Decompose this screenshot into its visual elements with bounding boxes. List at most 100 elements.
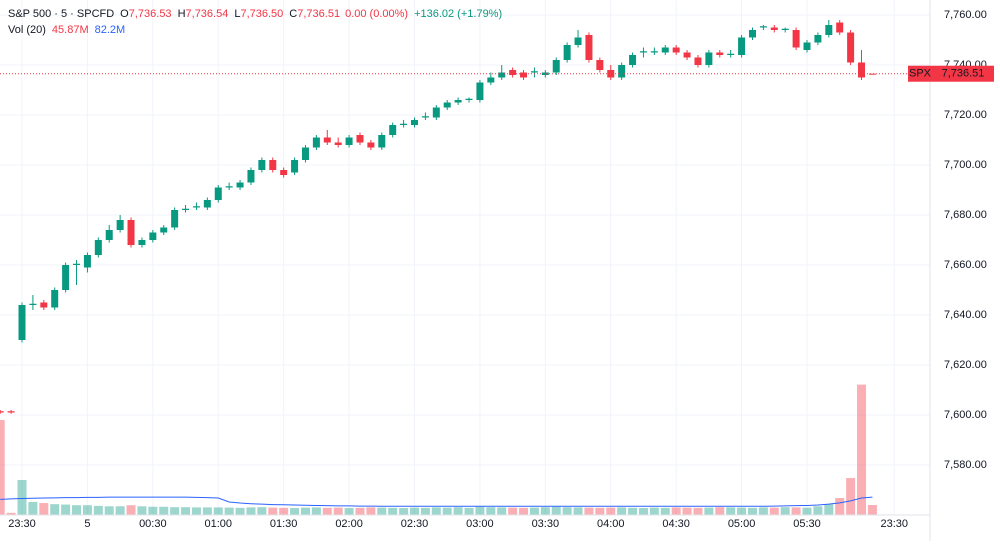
- candle-body: [596, 60, 604, 70]
- candle-body: [443, 102, 451, 108]
- volume-bar: [737, 507, 747, 515]
- y-tick-label: 7,680.00: [944, 209, 987, 221]
- candle-body: [51, 290, 59, 308]
- ohlc-value: 7,736.51: [297, 8, 340, 20]
- candle-body: [127, 220, 135, 245]
- volume-bar: [453, 507, 463, 515]
- candle-body: [541, 72, 549, 75]
- candle-body: [280, 170, 288, 175]
- candle-body: [73, 263, 81, 265]
- legend-line: S&P 500 · 5 · SPCFD O7,736.53 H7,736.54 L7,…: [8, 8, 502, 20]
- candle-body: [203, 200, 211, 208]
- volume-bar: [769, 507, 779, 515]
- candle-body: [770, 27, 778, 30]
- volume-bar: [224, 507, 234, 515]
- volume-bar: [606, 507, 616, 515]
- axes: 7,760.007,740.007,720.007,700.007,680.00…: [8, 9, 994, 530]
- ohlc-key: L: [234, 8, 240, 20]
- volume-bar: [300, 507, 310, 515]
- x-tick-label: 5: [84, 518, 90, 530]
- volume-bar: [137, 506, 147, 515]
- volume-bar: [573, 507, 583, 515]
- candles: [0, 20, 930, 414]
- candle-body: [214, 187, 222, 200]
- candle-body: [574, 37, 582, 45]
- candle-body: [411, 120, 419, 125]
- volume-bar: [562, 507, 572, 515]
- volume-bar: [0, 420, 5, 515]
- candle-body: [727, 53, 735, 55]
- volume-bar: [39, 503, 49, 515]
- candle-body: [247, 170, 255, 183]
- candle-body: [432, 107, 440, 118]
- volume-bar: [355, 507, 365, 515]
- y-tick-label: 7,700.00: [944, 159, 987, 171]
- candle-body: [301, 147, 309, 160]
- volume-bar: [410, 507, 420, 515]
- candle-body: [171, 210, 179, 228]
- volume-bar: [148, 506, 158, 515]
- candle-body: [62, 265, 70, 290]
- x-tick-label: 23:30: [880, 518, 908, 530]
- candle-body: [847, 32, 855, 63]
- x-tick-label: 02:30: [401, 518, 429, 530]
- volume-bar: [595, 507, 605, 515]
- volume-bar: [311, 507, 321, 515]
- candle-body: [585, 35, 593, 60]
- volume-bar: [824, 504, 834, 515]
- volume-bar: [28, 501, 38, 515]
- candle-body: [618, 65, 626, 78]
- volume-bar: [126, 505, 136, 515]
- candle-body: [312, 137, 320, 148]
- x-tick-label: 04:30: [662, 518, 690, 530]
- volume-bar: [758, 507, 768, 515]
- volume-bar: [857, 384, 867, 515]
- candle-body: [858, 62, 866, 78]
- change: 0.00 (0.00%): [345, 8, 408, 20]
- candle-body: [454, 100, 462, 103]
- volume-bar: [191, 507, 201, 515]
- vol-ma-value: 82.2M: [95, 24, 126, 36]
- candle-body: [182, 208, 190, 210]
- volume-bar: [159, 506, 169, 515]
- volume-bar: [867, 505, 877, 515]
- x-tick-label: 23:30: [8, 518, 36, 530]
- x-tick-label: 02:00: [335, 518, 363, 530]
- candle-body: [661, 47, 669, 53]
- candle-body: [421, 116, 429, 118]
- candle-body: [291, 160, 299, 173]
- candle-body: [18, 305, 26, 340]
- volume-bar: [268, 507, 278, 515]
- candle-body: [83, 255, 91, 268]
- ohlc-value: 7,736.54: [186, 8, 229, 20]
- volume-bar: [835, 498, 845, 515]
- candle-body: [868, 73, 876, 75]
- volume-ma-line: [0, 496, 873, 507]
- candle-body: [792, 30, 800, 48]
- x-tick-label: 03:30: [532, 518, 560, 530]
- x-tick-label: 05:30: [793, 518, 821, 530]
- vol-value: 45.87M: [52, 24, 89, 36]
- volume-bar: [377, 507, 387, 515]
- volume-bar: [170, 507, 180, 515]
- candle-body: [334, 142, 342, 145]
- volume-bar: [671, 507, 681, 515]
- volume-bar: [388, 507, 398, 515]
- volume-bar: [682, 507, 692, 515]
- candle-body: [116, 220, 124, 230]
- y-tick-label: 7,720.00: [944, 109, 987, 121]
- volume-bar: [202, 507, 212, 515]
- volume-bar: [551, 506, 561, 515]
- volume-bar: [780, 507, 790, 515]
- candle-body: [607, 70, 615, 78]
- volume-bar: [246, 507, 256, 515]
- vol-title: Vol (20): [8, 24, 46, 36]
- volume-bar: [366, 507, 376, 515]
- candle-body: [345, 137, 353, 145]
- volume-pane: [0, 384, 877, 515]
- volume-bar: [93, 505, 103, 515]
- volume-bar: [813, 506, 823, 515]
- volume-bar: [104, 506, 114, 515]
- ohlc-value: 7,736.53: [129, 8, 172, 20]
